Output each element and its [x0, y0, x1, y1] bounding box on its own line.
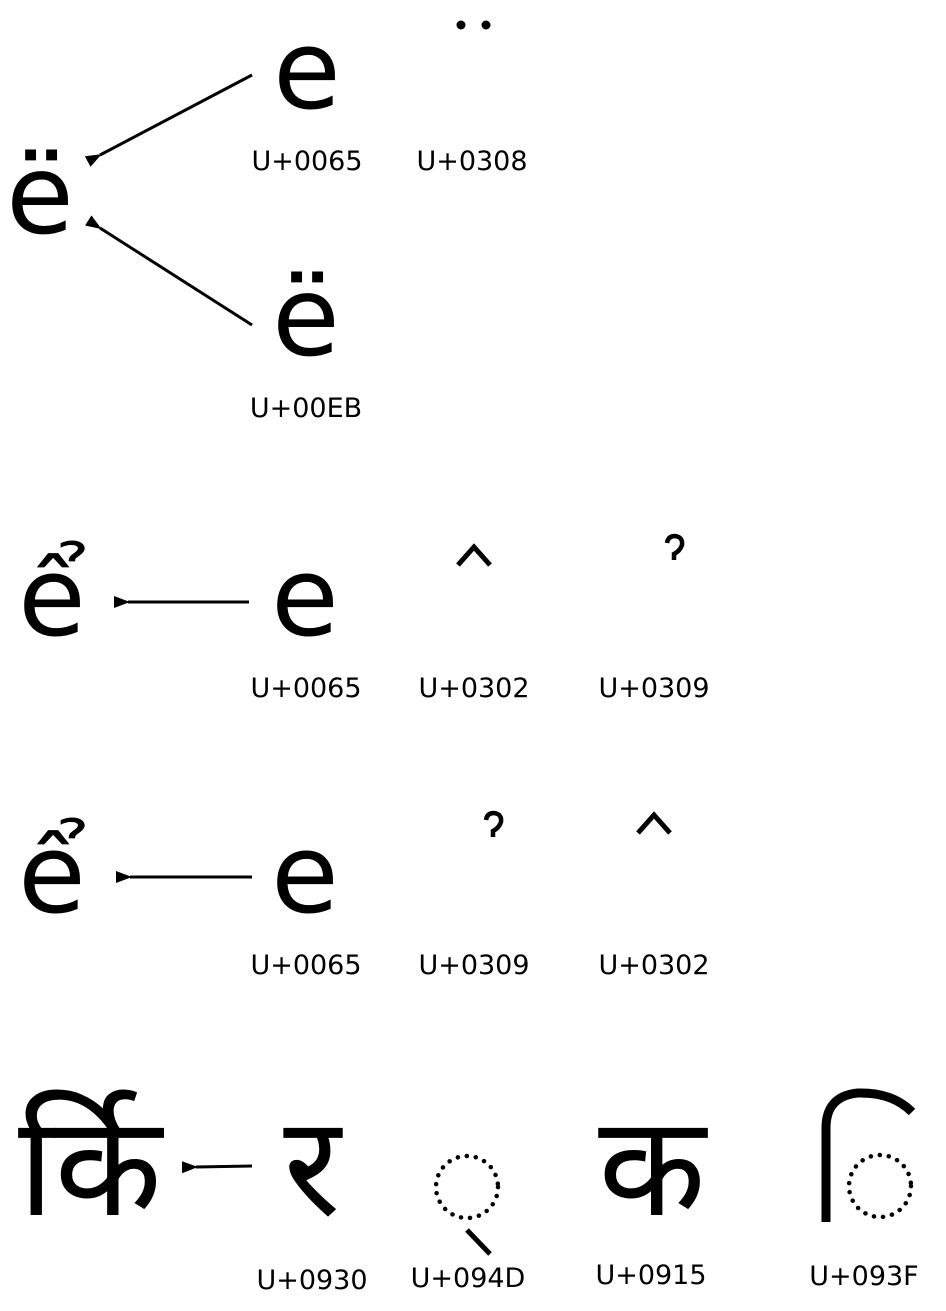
row-2-codepoint-circumflex: U+0302 [418, 673, 529, 704]
row-1-codepoint-e: U+0065 [251, 146, 362, 177]
row-1-composed-glyph: ë [6, 131, 74, 259]
row-1-glyph-e: e [273, 6, 341, 134]
row-3-codepoint-circumflex: U+0302 [598, 950, 709, 981]
row-2-codepoint-hook: U+0309 [598, 673, 709, 704]
row-3-glyph-e: e [271, 810, 339, 938]
row-1-arrow-precomposed [84, 215, 253, 327]
row-1-codepoint-diaeresis: U+0308 [416, 146, 527, 177]
row-1-glyph-diaeresis [456, 20, 491, 30]
row-2-glyph-circumflex [456, 543, 492, 567]
row-4-glyph-ka: क [598, 1086, 708, 1249]
row-4-glyph-virama [433, 1153, 501, 1256]
row-2-circumflex-hook: ể e U+0065 U+0302 U+0309 [18, 533, 709, 704]
row-1-diaeresis: ë e U+0065 U+0308 ë U+00EB [6, 6, 527, 424]
row-4-arrow [181, 1161, 253, 1174]
row-2-glyph-hook-above [664, 533, 685, 560]
row-2-codepoint-e: U+0065 [250, 673, 361, 704]
row-4-codepoint-virama: U+094D [411, 1263, 526, 1294]
row-1-arrow-decomposed [84, 73, 253, 167]
row-3-glyph-circumflex [636, 811, 672, 835]
row-4-composed-glyph: र्कि [18, 1086, 164, 1249]
row-4-codepoint-vowel-sign-i: U+093F [809, 1261, 918, 1292]
row-4-glyph-ra: र [283, 1086, 343, 1249]
row-2-glyph-e: e [271, 533, 339, 661]
row-4-devanagari: र्कि र क U+0930 U+094D U+0915 U+093F [18, 1086, 919, 1296]
row-4-codepoint-ra: U+0930 [256, 1265, 367, 1296]
row-3-hook-circumflex: ể e U+0065 U+0309 U+0302 [18, 810, 709, 981]
row-2-composed-glyph: ể [18, 533, 86, 661]
row-1-codepoint-e-diaeresis: U+00EB [250, 393, 362, 424]
row-3-composed-glyph: ể [18, 810, 86, 938]
row-4-glyph-vowel-sign-i [821, 1088, 916, 1222]
row-3-glyph-hook-above [483, 810, 504, 837]
row-3-codepoint-e: U+0065 [250, 950, 361, 981]
row-3-codepoint-hook: U+0309 [418, 950, 529, 981]
row-1-glyph-e-diaeresis: ë [272, 253, 340, 381]
row-4-codepoint-ka: U+0915 [595, 1260, 706, 1291]
